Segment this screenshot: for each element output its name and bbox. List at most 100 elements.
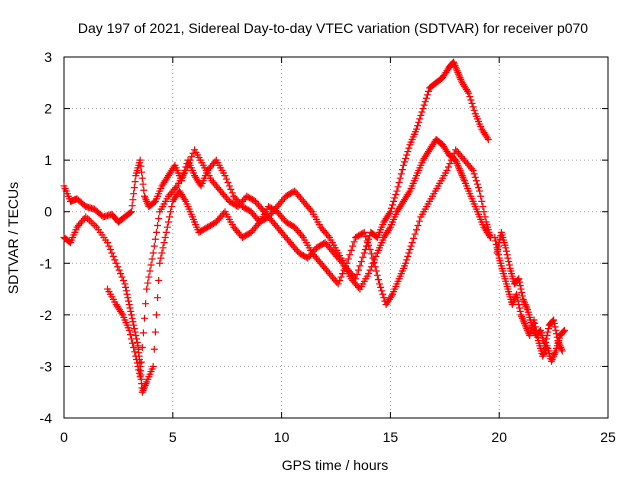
- data-point: [134, 362, 142, 370]
- y-axis-label: SDTVAR / TECUs: [5, 182, 21, 294]
- data-point: [539, 352, 547, 360]
- data-point: [155, 276, 163, 284]
- data-point: [109, 252, 117, 260]
- data-point: [518, 313, 526, 321]
- data-point: [505, 261, 513, 269]
- data-point: [468, 99, 476, 107]
- data-point: [149, 362, 157, 370]
- data-point: [357, 258, 365, 266]
- data-point: [406, 246, 414, 254]
- series-track-b: [60, 146, 494, 396]
- data-point: [224, 178, 232, 186]
- data-point: [368, 250, 376, 258]
- data-point: [452, 156, 460, 164]
- data-point: [148, 255, 156, 263]
- data-point: [125, 297, 133, 305]
- data-point: [404, 252, 412, 260]
- data-point: [465, 89, 473, 97]
- data-point: [411, 230, 419, 238]
- data-point: [139, 386, 147, 394]
- data-point: [502, 247, 510, 255]
- data-point: [519, 316, 527, 324]
- x-tick-label: 10: [274, 429, 290, 445]
- data-point: [468, 165, 476, 173]
- data-point: [515, 301, 523, 309]
- data-point: [403, 256, 411, 264]
- data-point: [228, 189, 236, 197]
- data-point: [129, 339, 137, 347]
- data-point: [141, 192, 149, 200]
- grid: [64, 57, 608, 418]
- data-point: [149, 249, 157, 257]
- data-point: [503, 251, 511, 259]
- data-point: [85, 216, 93, 224]
- data-point: [521, 299, 529, 307]
- data-point: [147, 261, 155, 269]
- data-point: [185, 160, 193, 168]
- data-point: [385, 209, 393, 217]
- data-point: [459, 173, 467, 181]
- data-point: [222, 175, 230, 183]
- data-point: [478, 197, 486, 205]
- data-point: [391, 194, 399, 202]
- data-point: [402, 259, 410, 267]
- y-tick-label: 3: [44, 49, 52, 65]
- data-point: [549, 354, 557, 362]
- data-point: [360, 228, 368, 236]
- data-point: [366, 246, 374, 254]
- data-point: [141, 194, 149, 202]
- data-point: [150, 345, 158, 353]
- data-point: [138, 344, 146, 352]
- data-point: [540, 349, 548, 357]
- data-point: [336, 276, 344, 284]
- data-point: [146, 267, 154, 275]
- data-point: [181, 196, 189, 204]
- data-point: [393, 187, 401, 195]
- data-point: [464, 87, 472, 95]
- data-point: [480, 208, 488, 216]
- data-point: [458, 172, 466, 180]
- data-point: [550, 316, 558, 324]
- data-point: [516, 278, 524, 286]
- data-point: [104, 239, 112, 247]
- data-point: [379, 290, 387, 298]
- data-point: [227, 185, 235, 193]
- data-point: [494, 246, 502, 254]
- data-point: [470, 106, 478, 114]
- data-point: [138, 388, 146, 396]
- data-point: [455, 165, 463, 173]
- data-point: [520, 318, 528, 326]
- data-point: [163, 223, 171, 231]
- data-point: [504, 254, 512, 262]
- data-point: [528, 321, 536, 329]
- data-point: [152, 311, 160, 319]
- data-point: [542, 335, 550, 343]
- data-point: [139, 329, 147, 337]
- data-point: [454, 161, 462, 169]
- data-point: [122, 287, 130, 295]
- data-point: [141, 314, 149, 322]
- data-point: [558, 347, 566, 355]
- data-point: [523, 325, 531, 333]
- x-tick-label: 0: [60, 429, 68, 445]
- data-point: [127, 307, 135, 315]
- data-point: [397, 170, 405, 178]
- data-point: [519, 295, 527, 303]
- data-point: [551, 349, 559, 357]
- data-point: [127, 208, 135, 216]
- data-point: [376, 280, 384, 288]
- data-point: [133, 338, 141, 346]
- data-point: [157, 254, 165, 262]
- data-point: [138, 174, 146, 182]
- data-point: [115, 266, 123, 274]
- data-point: [530, 326, 538, 334]
- x-tick-label: 25: [600, 429, 616, 445]
- y-tick-label: -3: [40, 358, 53, 374]
- data-point: [467, 96, 475, 104]
- data-point: [135, 369, 143, 377]
- data-point: [450, 58, 458, 66]
- data-point: [365, 241, 373, 249]
- data-point: [398, 166, 406, 174]
- data-point: [516, 304, 524, 312]
